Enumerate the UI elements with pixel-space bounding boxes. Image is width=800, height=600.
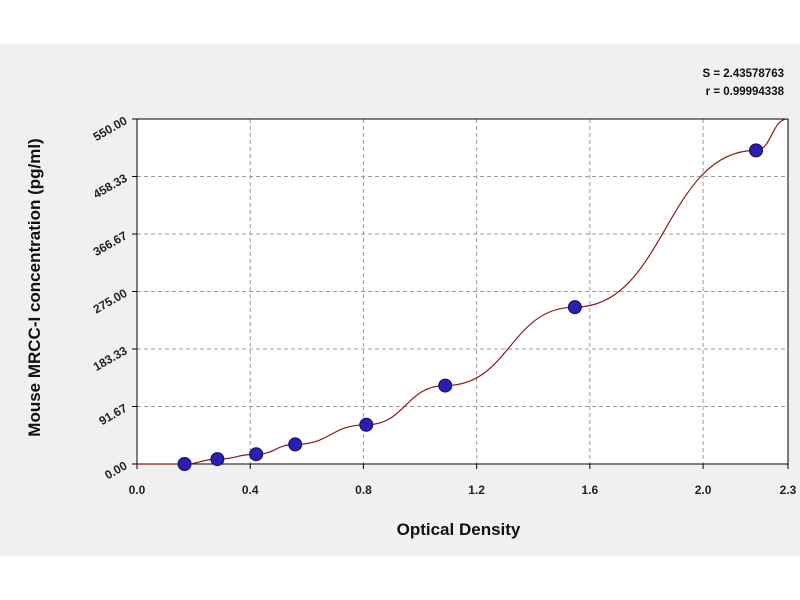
data-point: [249, 447, 264, 462]
y-tick-label: 275.00: [91, 286, 130, 317]
data-point: [210, 452, 225, 467]
x-tick-label: 1.6: [582, 483, 599, 497]
x-axis-title: Optical Density: [397, 520, 521, 539]
y-tick-label: 366.67: [91, 228, 130, 259]
x-tick-label: 2.3: [780, 483, 797, 497]
stat-r-text: r = 0.99994338: [706, 86, 785, 98]
data-point: [177, 457, 192, 471]
y-tick-label: 91.67: [96, 401, 129, 428]
data-point: [438, 378, 453, 393]
x-tick-label: 0.4: [242, 483, 259, 497]
y-tick-label: 0.00: [102, 458, 130, 482]
x-tick-label: 0.0: [129, 483, 146, 497]
x-tick-label: 2.0: [695, 483, 712, 497]
data-point: [359, 417, 374, 432]
x-ticks: 0.0 0.4 0.8 1.2 1.6 2.0 2.3: [129, 464, 797, 497]
y-axis-title: Mouse MRCC-I concentration (pg/ml): [25, 138, 44, 436]
y-tick-label: 550.00: [91, 113, 130, 144]
x-tick-label: 1.2: [468, 483, 485, 497]
data-points: [177, 143, 764, 471]
y-tick-label: 183.33: [91, 343, 130, 374]
data-point: [288, 437, 303, 452]
stat-s-text: S = 2.43578763: [702, 68, 784, 80]
y-ticks: 0.00 91.67 183.33 275.00 366.67 458.33 550.00: [91, 113, 137, 482]
grid: [137, 119, 788, 464]
data-point: [567, 300, 582, 315]
y-tick-label: 458.33: [91, 171, 130, 202]
x-tick-label: 0.8: [355, 483, 372, 497]
data-point: [749, 143, 764, 158]
